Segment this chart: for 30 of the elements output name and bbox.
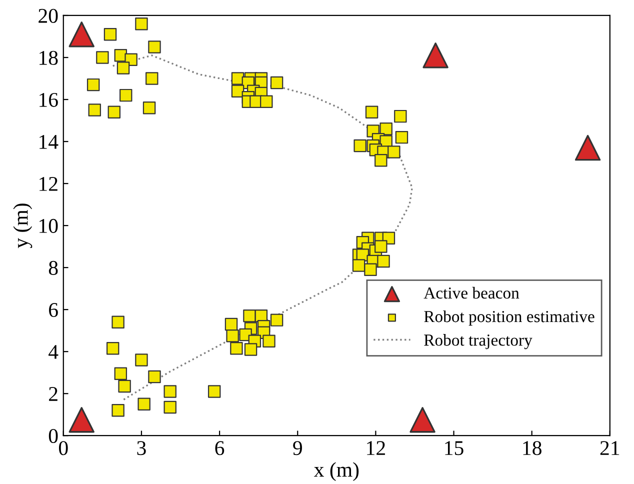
x-tick-label: 18 xyxy=(523,441,542,456)
y-tick-label: 16 xyxy=(40,92,58,107)
point xyxy=(68,22,94,48)
legend-label: Robot position estimative xyxy=(424,310,594,326)
y-tick-label: 20 xyxy=(38,8,58,23)
line-series xyxy=(112,54,413,401)
y-tick-label: 6 xyxy=(49,303,58,317)
x-tick-label: 0 xyxy=(58,441,68,456)
y-tick-label: 12 xyxy=(40,176,58,191)
point xyxy=(422,42,448,68)
y-tick-label: 10 xyxy=(40,218,58,233)
point xyxy=(68,406,94,433)
x-tick-label: 6 xyxy=(215,441,224,456)
y-tick-label: 0 xyxy=(48,428,58,444)
y-tick-label: 14 xyxy=(40,134,58,149)
x-tick-label: 12 xyxy=(367,441,385,455)
legend-label: Robot trajectory xyxy=(424,334,532,350)
y-tick-label: 18 xyxy=(40,50,58,65)
y-tick-label: 4 xyxy=(48,345,58,359)
point xyxy=(410,406,436,433)
x-tick-label: 21 xyxy=(600,441,620,455)
x-axis-title: x (m) xyxy=(314,462,359,482)
x-tick-label: 9 xyxy=(293,441,302,456)
x-tick-label: 3 xyxy=(137,441,146,456)
y-tick-label: 8 xyxy=(48,260,58,275)
legend-label: Active beacon xyxy=(424,286,520,299)
x-tick-label: 15 xyxy=(445,441,464,456)
point xyxy=(574,134,601,161)
y-axis-title: y (m) xyxy=(13,204,32,248)
y-tick-label: 2 xyxy=(49,387,58,401)
